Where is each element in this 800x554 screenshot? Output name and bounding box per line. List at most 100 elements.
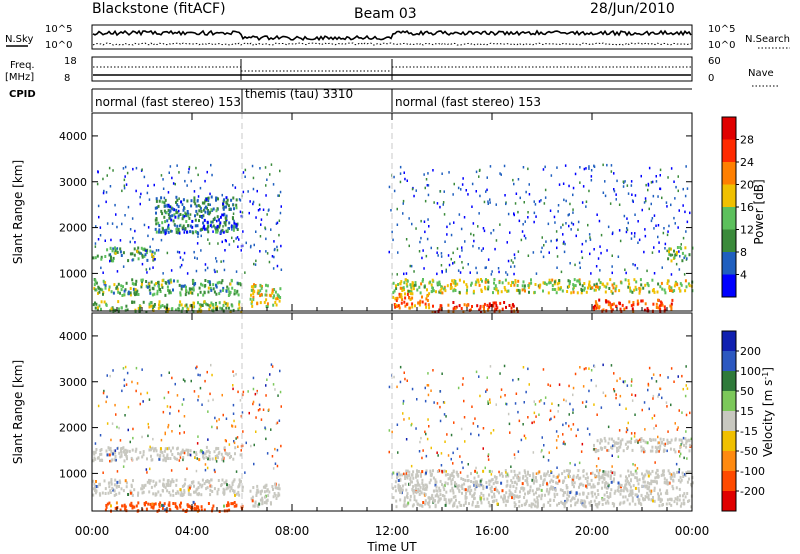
power-cell bbox=[134, 241, 136, 244]
power-cell bbox=[583, 288, 586, 292]
velocity-cell bbox=[492, 429, 495, 432]
velocity-cell bbox=[162, 504, 165, 507]
velocity-cell bbox=[447, 498, 450, 502]
power-cell bbox=[238, 198, 241, 201]
velocity-cell bbox=[130, 501, 133, 505]
velocity-cell bbox=[275, 497, 278, 500]
power-cell bbox=[497, 267, 500, 270]
velocity-cell bbox=[457, 484, 460, 488]
velocity-cell bbox=[115, 492, 118, 496]
velocity-cell bbox=[415, 491, 418, 495]
velocity-cell bbox=[613, 388, 615, 391]
power-cell bbox=[666, 249, 668, 253]
power-cell bbox=[392, 281, 395, 285]
power-cell bbox=[674, 282, 677, 286]
power-cell bbox=[220, 281, 223, 285]
power-cell bbox=[458, 278, 461, 282]
velocity-cell bbox=[550, 485, 553, 489]
velocity-cell bbox=[128, 449, 131, 453]
velocity-cell bbox=[656, 468, 659, 472]
velocity-cell bbox=[274, 493, 277, 497]
velocity-cell bbox=[487, 402, 489, 405]
power-cell bbox=[192, 279, 195, 283]
power-cell bbox=[204, 207, 206, 210]
velocity-cell bbox=[614, 489, 617, 493]
power-cell bbox=[466, 288, 468, 292]
velocity-cell bbox=[578, 485, 580, 489]
velocity-cell bbox=[646, 481, 649, 485]
power-cell bbox=[474, 283, 477, 287]
velocity-cell bbox=[208, 480, 211, 483]
power-cell bbox=[405, 272, 408, 275]
power-cell bbox=[274, 290, 277, 294]
power-cell bbox=[682, 204, 684, 207]
velocity-cell bbox=[228, 456, 231, 460]
power-cell bbox=[627, 192, 630, 195]
power-cell bbox=[651, 251, 654, 254]
power-cell bbox=[155, 230, 158, 234]
power-cell bbox=[175, 230, 178, 234]
velocity-cell bbox=[666, 498, 669, 502]
velocity-cell bbox=[226, 486, 229, 490]
velocity-cell bbox=[464, 478, 467, 482]
velocity-cell bbox=[556, 492, 559, 496]
velocity-cell bbox=[242, 393, 244, 397]
power-cell bbox=[121, 189, 123, 193]
power-cell bbox=[510, 284, 513, 287]
power-cell bbox=[185, 285, 187, 289]
power-cell bbox=[470, 281, 473, 285]
velocity-cell bbox=[242, 390, 245, 394]
power-cell bbox=[411, 292, 414, 296]
power-cell bbox=[551, 287, 554, 291]
power-cell bbox=[673, 216, 675, 220]
power-cell bbox=[646, 269, 648, 273]
velocity-cell bbox=[635, 493, 638, 497]
velocity-cell bbox=[448, 501, 451, 505]
power-cell bbox=[585, 239, 587, 243]
velocity-cell bbox=[566, 493, 569, 497]
velocity-cell bbox=[456, 484, 459, 488]
power-cell bbox=[585, 200, 588, 203]
velocity-cell bbox=[126, 371, 129, 375]
power-cell bbox=[209, 203, 211, 206]
velocity-cell bbox=[116, 480, 119, 484]
power-cell bbox=[232, 228, 235, 232]
power-cell bbox=[556, 255, 559, 258]
velocity-cell bbox=[397, 486, 400, 490]
velocity-cell bbox=[657, 492, 660, 496]
power-cell bbox=[406, 292, 409, 296]
velocity-cell bbox=[420, 504, 423, 508]
velocity-cell bbox=[253, 462, 255, 466]
power-cell bbox=[636, 299, 639, 303]
power-cell bbox=[133, 300, 136, 304]
velocity-cell bbox=[240, 415, 243, 418]
velocity-cell bbox=[216, 426, 218, 429]
power-cell bbox=[443, 285, 446, 289]
power-cell bbox=[409, 283, 412, 287]
velocity-cell bbox=[513, 481, 516, 484]
velocity-cell bbox=[478, 433, 480, 437]
power-cell bbox=[564, 164, 567, 167]
power-cell bbox=[98, 215, 100, 219]
velocity-cell bbox=[538, 487, 541, 491]
power-cell bbox=[99, 287, 102, 291]
velocity-cell bbox=[196, 492, 199, 496]
velocity-cell bbox=[272, 467, 275, 470]
power-cell bbox=[507, 281, 510, 285]
velocity-cell bbox=[254, 500, 257, 504]
velocity-cell bbox=[525, 499, 528, 503]
velocity-cell bbox=[277, 483, 280, 487]
velocity-cell bbox=[464, 500, 467, 504]
velocity-cell bbox=[109, 459, 111, 463]
power-cell bbox=[437, 282, 439, 286]
velocity-cell bbox=[94, 491, 97, 495]
velocity-cell bbox=[523, 434, 526, 438]
power-cell bbox=[222, 259, 225, 263]
velocity-cell bbox=[657, 494, 660, 498]
velocity-cell bbox=[146, 391, 149, 395]
velocity-cell bbox=[666, 489, 669, 493]
power-cell bbox=[205, 302, 207, 306]
velocity-cell bbox=[596, 439, 599, 443]
power-cell bbox=[627, 279, 630, 283]
velocity-cell bbox=[689, 411, 691, 415]
